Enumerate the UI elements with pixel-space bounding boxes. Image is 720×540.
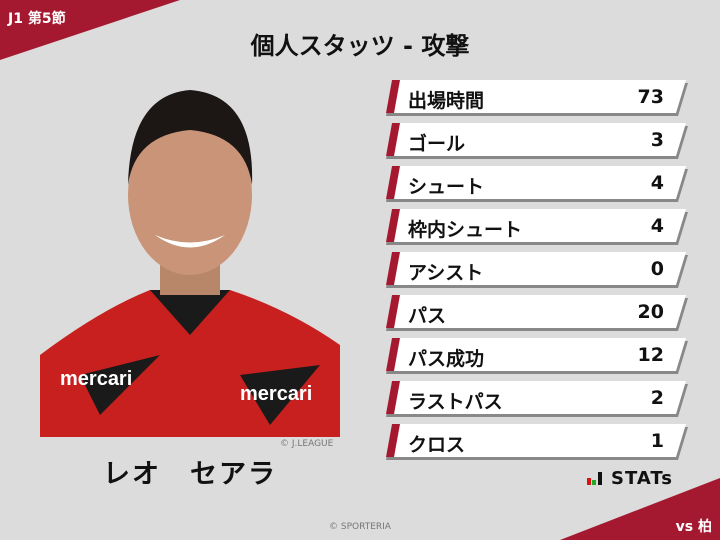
stat-value: 12 xyxy=(637,344,664,366)
stat-row: アシスト 0 xyxy=(386,252,688,288)
stats-brand: STATs xyxy=(611,468,673,489)
stat-value: 0 xyxy=(650,258,664,280)
stat-row-background xyxy=(386,123,688,159)
stat-label: ラストパス xyxy=(408,391,503,413)
stat-value: 3 xyxy=(650,129,664,151)
stat-row: 出場時間 73 xyxy=(386,80,688,116)
stat-row-background xyxy=(386,252,688,288)
stat-row-background xyxy=(386,209,688,245)
stat-value: 4 xyxy=(650,215,664,237)
stat-label: シュート xyxy=(408,176,485,198)
stat-row-background xyxy=(386,338,688,374)
stat-row-background xyxy=(386,381,688,417)
stat-row-background xyxy=(386,80,688,116)
svg-text:mercari: mercari xyxy=(60,368,132,390)
stat-label: ゴール xyxy=(408,133,466,155)
stat-label: アシスト xyxy=(408,262,484,284)
stat-row: ゴール 3 xyxy=(386,123,688,159)
opponent-label: vs 柏 xyxy=(675,519,712,535)
stat-value: 73 xyxy=(637,86,664,108)
stats-logo: STATs xyxy=(587,468,673,489)
stat-row: パス成功 12 xyxy=(386,338,688,374)
stat-row: 枠内シュート 4 xyxy=(386,209,688,245)
stat-row-background xyxy=(386,424,688,460)
copyright: © SPORTERIA xyxy=(329,522,391,532)
stat-row: パス 20 xyxy=(386,295,688,331)
stat-row-background xyxy=(386,166,688,202)
stat-value: 1 xyxy=(650,430,664,452)
player-photo: mercari mercari xyxy=(40,75,340,437)
stat-label: クロス xyxy=(408,434,466,456)
stat-row: ラストパス 2 xyxy=(386,381,688,417)
svg-text:mercari: mercari xyxy=(240,383,312,405)
stat-label: パス成功 xyxy=(408,348,485,370)
stat-row: シュート 4 xyxy=(386,166,688,202)
stat-label: 出場時間 xyxy=(408,90,485,112)
page-title: 個人スタッツ - 攻撃 xyxy=(250,32,470,60)
stat-value: 4 xyxy=(650,172,664,194)
stat-value: 20 xyxy=(637,301,664,323)
round-label: J1 第5節 xyxy=(8,11,66,27)
stat-row: クロス 1 xyxy=(386,424,688,460)
stat-row-background xyxy=(386,295,688,331)
stat-label: 枠内シュート xyxy=(408,219,523,241)
stats-bar-icon xyxy=(587,471,602,485)
player-name: レオ セアラ xyxy=(103,459,277,490)
photo-credit: © J.LEAGUE xyxy=(280,439,334,449)
stat-value: 2 xyxy=(650,387,664,409)
stat-label: パス xyxy=(408,305,447,327)
